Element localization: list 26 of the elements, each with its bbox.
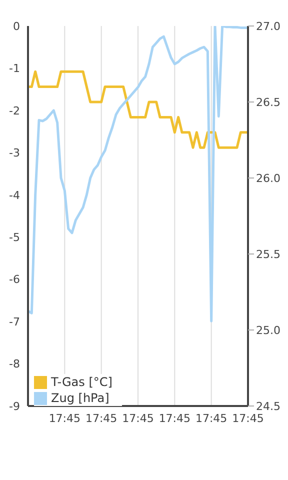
y2-tick-label: 24.5 bbox=[256, 400, 280, 413]
y2-tick-label: 25.5 bbox=[256, 248, 280, 261]
x-tick-label: 17:45 bbox=[195, 412, 228, 425]
x-tick-label: 17:45 bbox=[158, 412, 191, 425]
y-tick-label: -9 bbox=[9, 400, 20, 413]
y2-tick-label: 25.0 bbox=[256, 324, 280, 337]
y-tick-label: -8 bbox=[9, 358, 20, 371]
legend-label: T-Gas [°C] bbox=[51, 375, 112, 389]
y-tick-label: 0 bbox=[13, 20, 20, 33]
x-tick-label: 17:45 bbox=[232, 412, 264, 425]
y-tick-label: -3 bbox=[9, 146, 20, 160]
y-tick-label: -5 bbox=[9, 231, 20, 244]
line-series bbox=[28, 26, 248, 322]
x-tick-label: 17:45 bbox=[122, 412, 154, 425]
y-tick-label: -7 bbox=[9, 315, 20, 328]
y2-tick-label: 27.0 bbox=[256, 20, 280, 33]
x-tick-label: 17:45 bbox=[85, 412, 118, 425]
y-tick-label: -4 bbox=[9, 188, 20, 202]
x-tick-label: 17:45 bbox=[48, 412, 81, 425]
y-tick-label: -6 bbox=[9, 273, 20, 286]
y2-tick-label: 26.5 bbox=[256, 96, 280, 109]
y2-tick-label: 26.0 bbox=[256, 172, 280, 185]
y-tick-label: -1 bbox=[9, 62, 20, 76]
y-tick-label: -2 bbox=[9, 104, 20, 118]
line-series bbox=[28, 70, 248, 149]
legend-label: Zug [hPa] bbox=[51, 391, 110, 405]
